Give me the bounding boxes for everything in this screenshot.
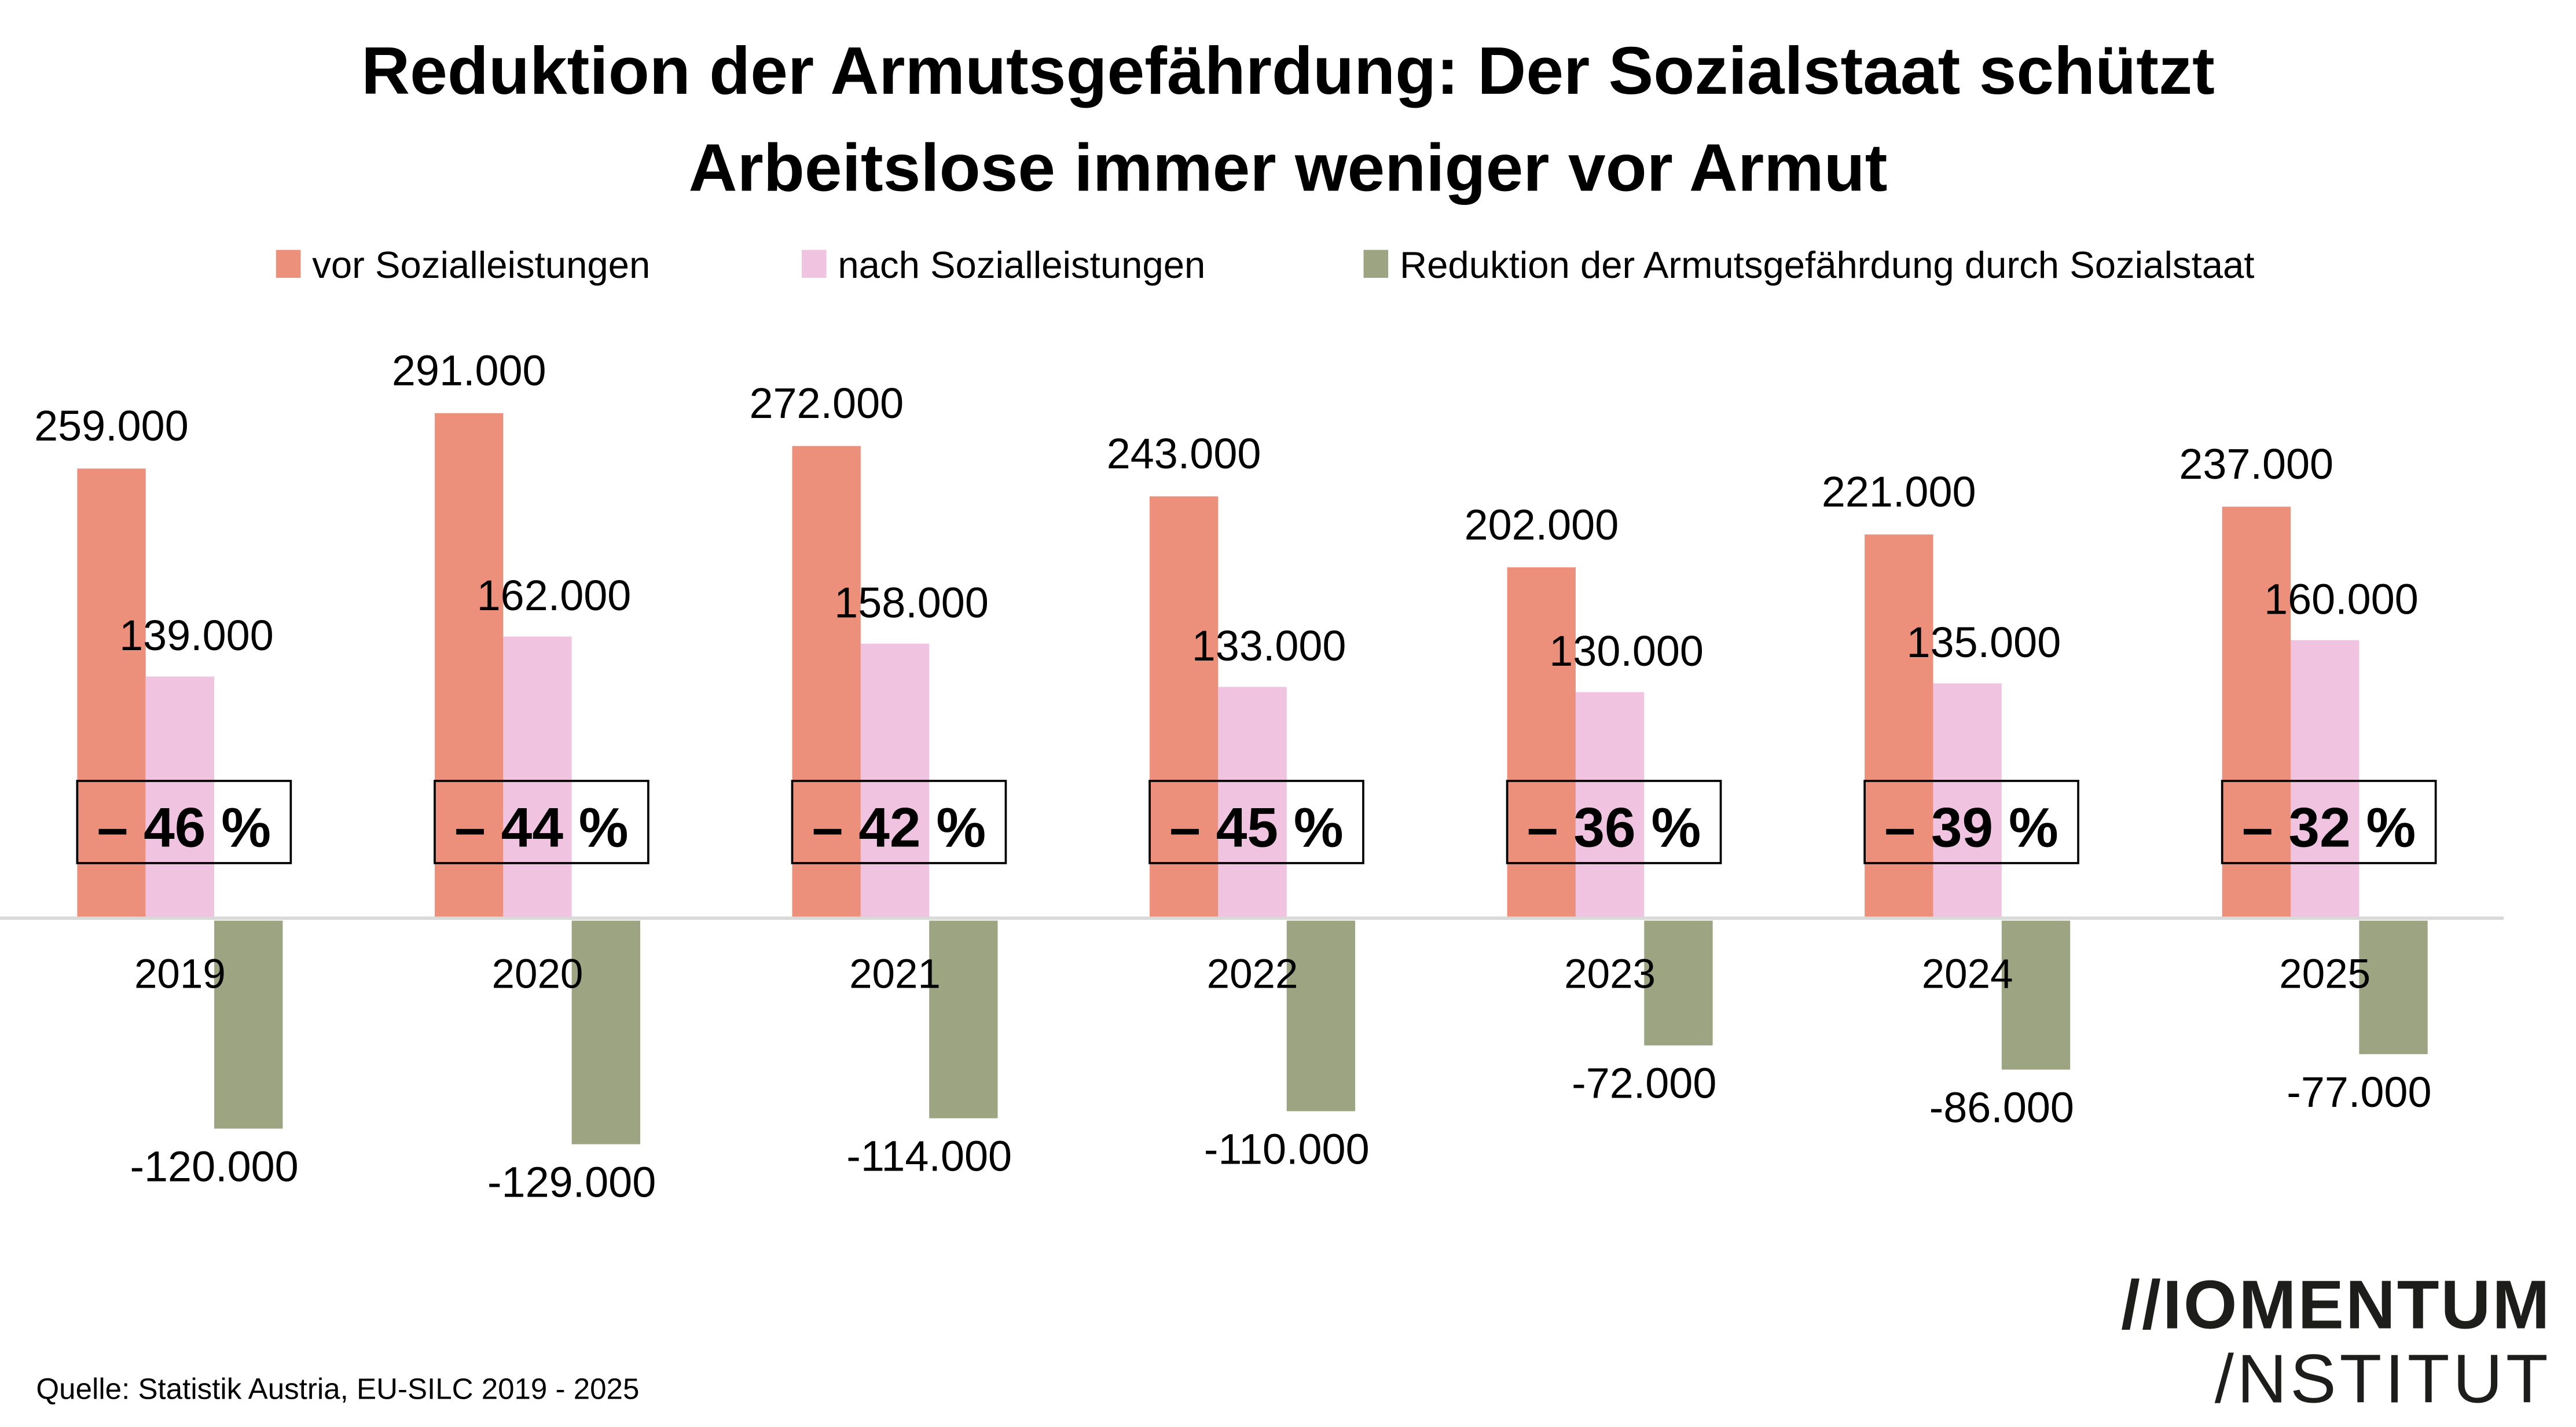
x-tick-label-2020: 2020 <box>492 952 584 997</box>
bars-layer <box>77 413 2428 1144</box>
bar-vor-2024 <box>1865 534 1933 918</box>
logo-line-2: /NSTITUT <box>2215 1340 2552 1417</box>
reduction-percent-box-2022 <box>1148 780 1364 864</box>
bar-reduktion-2019 <box>214 920 283 1129</box>
legend-label-vor: vor Sozialleistungen <box>312 244 650 286</box>
source-note: Quelle: Statistik Austria, EU-SILC 2019 … <box>36 1373 639 1406</box>
bar-vor-2019 <box>77 468 146 918</box>
bar-nach-2022 <box>1218 687 1287 918</box>
value-label-nach-2024: 135.000 <box>1907 618 2061 666</box>
bar-vor-2025 <box>2222 507 2291 918</box>
logo-line-1: //IOMENTUM <box>2121 1267 2551 1344</box>
value-label-nach-2020: 162.000 <box>477 571 632 619</box>
value-label-nach-2022: 133.000 <box>1192 622 1346 670</box>
bar-vor-2021 <box>792 446 861 918</box>
value-label-nach-2025: 160.000 <box>2264 575 2419 623</box>
bar-reduktion-2025 <box>2359 920 2428 1054</box>
bar-vor-2020 <box>434 413 504 918</box>
bar-reduktion-2021 <box>929 920 998 1118</box>
x-tick-label-2022: 2022 <box>1207 952 1298 997</box>
value-label-nach-2023: 130.000 <box>1549 627 1704 675</box>
legend: vor Sozialleistungen nach Sozialleistung… <box>276 244 2254 286</box>
x-tick-label-2025: 2025 <box>2279 952 2370 997</box>
bar-reduktion-2020 <box>571 920 640 1144</box>
value-label-nach-2021: 158.000 <box>834 578 989 626</box>
legend-label-nach: nach Sozialleistungen <box>838 244 1205 286</box>
chart-title-line-2: Arbeitslose immer weniger vor Armut <box>689 130 1888 205</box>
value-label-vor-2020: 291.000 <box>392 346 546 394</box>
x-tick-label-2021: 2021 <box>849 952 941 997</box>
value-label-vor-2022: 243.000 <box>1107 430 1261 478</box>
reduction-percent-label-2020: – 44 % <box>454 797 628 859</box>
value-label-nach-2019: 139.000 <box>119 611 274 659</box>
reduction-percent-box-2023 <box>1506 780 1722 864</box>
value-label-vor-2021: 272.000 <box>749 379 904 427</box>
value-label-reduktion-2022: -110.000 <box>1204 1125 1370 1173</box>
legend-label-reduktion: Reduktion der Armutsgefährdung durch Soz… <box>1400 244 2254 286</box>
value-label-reduktion-2024: -86.000 <box>1929 1083 2074 1131</box>
reduction-percent-label-2021: – 42 % <box>812 797 986 859</box>
bar-nach-2024 <box>1933 683 2002 918</box>
x-tick-label-2019: 2019 <box>134 952 226 997</box>
reduction-percent-label-2023: – 36 % <box>1527 797 1701 859</box>
reduction-percent-box-2019 <box>76 780 292 864</box>
bar-reduktion-2024 <box>2001 920 2071 1070</box>
reduction-percent-box-2021 <box>791 780 1007 864</box>
value-label-reduktion-2021: -114.000 <box>846 1132 1012 1180</box>
reduction-percent-box-2025 <box>2221 780 2437 864</box>
value-label-reduktion-2020: -129.000 <box>487 1158 656 1206</box>
bar-reduktion-2022 <box>1286 920 1356 1111</box>
value-label-reduktion-2019: -120.000 <box>130 1142 298 1190</box>
reduction-percent-label-2019: – 46 % <box>97 797 271 859</box>
labels-layer: 259.000 139.000 -120.000 – 46 % 2019 291.000 1… <box>34 346 2437 1206</box>
momentum-institut-logo: //IOMENTUM /NSTITUT <box>2121 1267 2552 1418</box>
reduction-percent-box-2024 <box>1863 780 2079 864</box>
bar-nach-2019 <box>145 676 215 918</box>
legend-swatch-reduktion <box>1363 250 1389 278</box>
reduction-percent-label-2022: – 45 % <box>1169 797 1343 859</box>
value-label-reduktion-2023: -72.000 <box>1572 1059 1716 1107</box>
value-label-vor-2025: 237.000 <box>2179 440 2333 488</box>
bar-nach-2023 <box>1575 692 1645 918</box>
value-label-vor-2019: 259.000 <box>34 402 189 450</box>
value-label-vor-2023: 202.000 <box>1465 501 1619 549</box>
legend-swatch-nach <box>801 250 827 278</box>
x-tick-label-2023: 2023 <box>1564 952 1656 997</box>
bar-nach-2020 <box>503 636 572 918</box>
bar-vor-2023 <box>1507 567 1576 918</box>
legend-swatch-vor <box>276 250 301 278</box>
value-label-reduktion-2025: -77.000 <box>2287 1068 2431 1116</box>
chart-title-line-1: Reduktion der Armutsgefährdung: Der Sozi… <box>361 33 2215 108</box>
bar-nach-2025 <box>2291 640 2360 918</box>
reduction-percent-box-2020 <box>434 780 649 864</box>
x-tick-label-2024: 2024 <box>1922 952 2013 997</box>
reduction-percent-label-2024: – 39 % <box>1884 797 2058 859</box>
value-label-vor-2024: 221.000 <box>1822 468 1976 516</box>
bar-vor-2022 <box>1150 496 1219 918</box>
bar-reduktion-2023 <box>1644 920 1713 1046</box>
reduction-percent-label-2025: – 32 % <box>2242 797 2416 859</box>
